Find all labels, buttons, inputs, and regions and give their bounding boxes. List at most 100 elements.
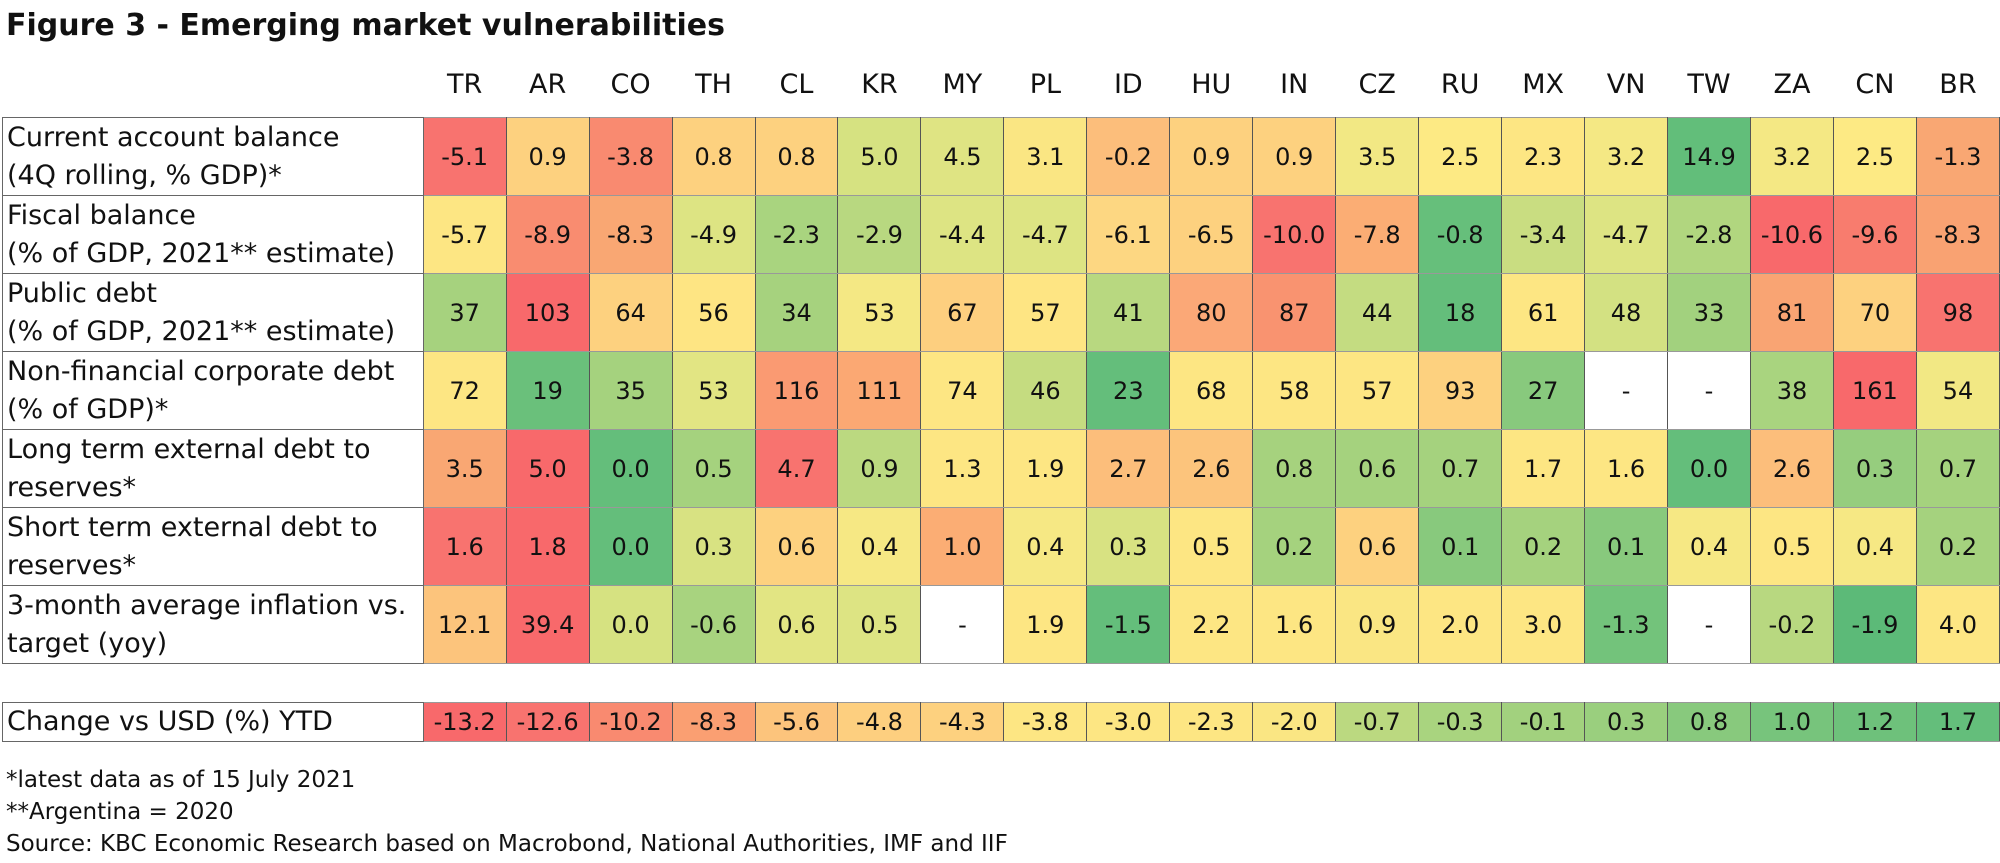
summary-cell: 0.8: [1667, 702, 1751, 742]
heat-cell: 2.0: [1418, 585, 1503, 664]
column-header-ar: AR: [529, 69, 567, 100]
heat-cell: 3.2: [1750, 117, 1834, 196]
heat-cell: -4.9: [672, 195, 756, 274]
heat-cell: 0.5: [672, 429, 756, 508]
row-label-line-1: Non-financial corporate debt: [7, 355, 395, 387]
heat-cell: 68: [1169, 351, 1254, 430]
column-header-vn: VN: [1606, 69, 1646, 100]
summary-cell: -2.0: [1252, 702, 1337, 742]
heat-cell: -4.7: [1003, 195, 1088, 274]
heat-cell: 0.2: [1916, 507, 2000, 586]
heat-cell: 2.7: [1086, 429, 1171, 508]
heat-cell: 0.6: [1335, 507, 1420, 586]
heat-cell: 0.9: [837, 429, 922, 508]
column-header-th: TH: [695, 69, 732, 100]
heat-cell: 53: [672, 351, 756, 430]
heat-cell: 2.5: [1418, 117, 1503, 196]
footnote-source: Source: KBC Economic Research based on M…: [6, 831, 1008, 857]
heat-cell: 58: [1252, 351, 1337, 430]
column-header-in: IN: [1280, 69, 1309, 100]
summary-cell: -4.8: [837, 702, 922, 742]
heat-cell: -10.0: [1252, 195, 1337, 274]
row-label-line-1: Fiscal balance: [7, 199, 196, 231]
row-label-line-2: (% of GDP)*: [7, 393, 169, 425]
heat-cell: 98: [1916, 273, 2000, 352]
row-label-line-2: reserves*: [7, 471, 137, 503]
row-label: Fiscal balance (% of GDP, 2021** estimate…: [2, 195, 424, 274]
heat-cell: 67: [920, 273, 1005, 352]
heat-cell: 61: [1501, 273, 1586, 352]
heat-cell: 3.0: [1501, 585, 1586, 664]
heat-cell: 103: [506, 273, 590, 352]
heat-cell: 0.2: [1252, 507, 1337, 586]
heat-cell: 57: [1335, 351, 1420, 430]
summary-cell: -0.3: [1418, 702, 1503, 742]
heat-cell: -1.3: [1584, 585, 1669, 664]
heat-cell: 0.4: [837, 507, 922, 586]
heat-cell: 23: [1086, 351, 1171, 430]
heat-cell: -: [1667, 351, 1751, 430]
heat-cell: 0.9: [1252, 117, 1337, 196]
column-header-my: MY: [942, 69, 983, 100]
summary-cell: 1.0: [1750, 702, 1834, 742]
heat-cell: -3.4: [1501, 195, 1586, 274]
heat-cell: 72: [423, 351, 507, 430]
heat-cell: 2.3: [1501, 117, 1586, 196]
column-header-za: ZA: [1773, 69, 1811, 100]
heat-cell: 0.3: [1833, 429, 1917, 508]
heat-cell: 0.1: [1584, 507, 1669, 586]
column-header-br: BR: [1939, 69, 1977, 100]
heat-cell: 1.7: [1501, 429, 1586, 508]
heat-cell: -: [920, 585, 1005, 664]
heat-cell: -0.2: [1750, 585, 1834, 664]
heatmap-body: Current account balance (4Q rolling, % GD…: [2, 117, 2000, 742]
heat-cell: 4.7: [755, 429, 839, 508]
heat-cell: 19: [506, 351, 590, 430]
row-label: Short term external debt to reserves*: [2, 507, 424, 586]
heat-cell: -: [1584, 351, 1669, 430]
heat-cell: 35: [589, 351, 673, 430]
chart-title: Figure 3 - Emerging market vulnerabiliti…: [6, 8, 726, 43]
heat-cell: -2.3: [755, 195, 839, 274]
summary-cell: -3.8: [1003, 702, 1088, 742]
heat-cell: 0.7: [1916, 429, 2000, 508]
heat-cell: 0.0: [1667, 429, 1751, 508]
heat-cell: 0.5: [837, 585, 922, 664]
heat-cell: 27: [1501, 351, 1586, 430]
column-header-mx: MX: [1522, 69, 1564, 100]
heat-cell: 5.0: [506, 429, 590, 508]
summary-cell: -0.1: [1501, 702, 1586, 742]
heat-cell: 0.9: [1169, 117, 1254, 196]
heat-cell: 0.8: [755, 117, 839, 196]
heat-cell: 0.8: [1252, 429, 1337, 508]
heat-cell: 37: [423, 273, 507, 352]
heat-cell: 0.0: [589, 507, 673, 586]
column-header-co: CO: [610, 69, 651, 100]
heat-cell: 1.3: [920, 429, 1005, 508]
heat-cell: 46: [1003, 351, 1088, 430]
heat-cell: -0.8: [1418, 195, 1503, 274]
row-label-line-1: 3-month average inflation vs.: [7, 589, 407, 621]
heat-cell: 4.0: [1916, 585, 2000, 664]
column-header-tw: TW: [1687, 69, 1731, 100]
corner-cell: [3, 52, 424, 118]
heat-cell: -2.9: [837, 195, 922, 274]
heat-cell: -4.4: [920, 195, 1005, 274]
heat-cell: 0.4: [1833, 507, 1917, 586]
row-label-line-1: Short term external debt to: [7, 511, 378, 543]
heat-cell: 0.9: [1335, 585, 1420, 664]
heat-cell: 0.3: [1086, 507, 1171, 586]
row-label-line-2: (4Q rolling, % GDP)*: [7, 159, 282, 191]
heat-cell: 3.2: [1584, 117, 1669, 196]
column-header-pl: PL: [1029, 69, 1062, 100]
heat-cell: 0.4: [1003, 507, 1088, 586]
heat-cell: -1.3: [1916, 117, 2000, 196]
row-label: Long term external debt to reserves*: [2, 429, 424, 508]
heat-cell: 116: [755, 351, 839, 430]
heat-cell: 0.4: [1667, 507, 1751, 586]
heat-cell: -7.8: [1335, 195, 1420, 274]
heat-cell: -8.9: [506, 195, 590, 274]
heat-cell: 0.5: [1750, 507, 1834, 586]
heat-cell: -5.7: [423, 195, 507, 274]
heat-cell: 81: [1750, 273, 1834, 352]
